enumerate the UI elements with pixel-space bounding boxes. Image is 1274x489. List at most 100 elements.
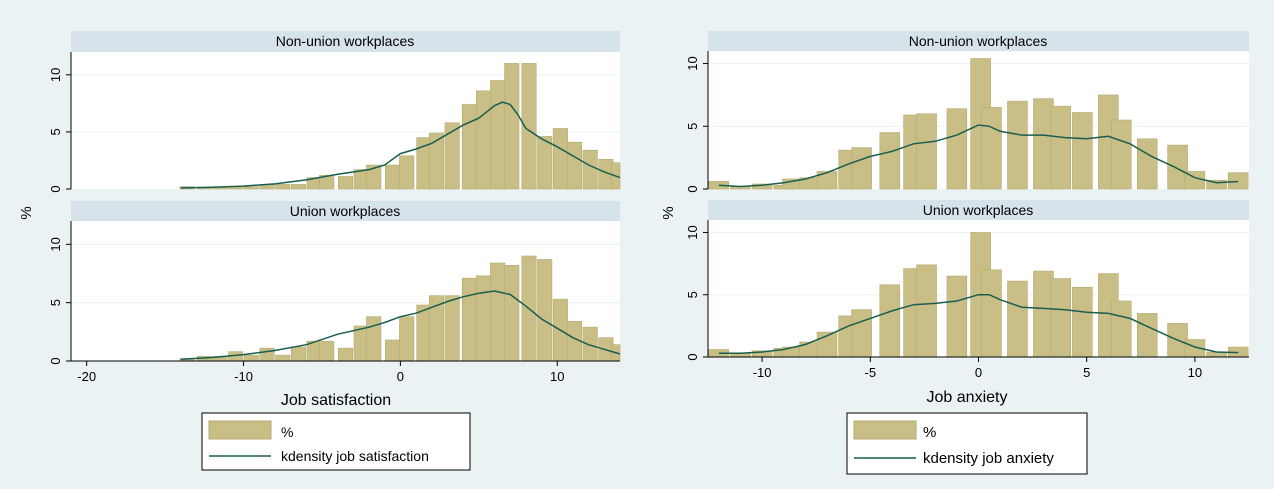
histogram-bar xyxy=(319,175,335,190)
histogram-bar xyxy=(916,113,937,190)
job-anxiety-figure: Non-union workplaces 0 5 10 Union workplac… xyxy=(660,31,1249,475)
histogram-bar xyxy=(444,295,460,362)
panel-title: Union workplaces xyxy=(923,202,1034,218)
histogram-bar xyxy=(521,63,537,190)
x-tick-label: -10 xyxy=(234,369,253,384)
histogram-bar xyxy=(582,149,598,190)
histogram-bar xyxy=(981,107,1002,190)
legend: % kdensity job anxiety xyxy=(846,412,1088,475)
y-tick-label: 10 xyxy=(48,68,63,82)
histogram-bar xyxy=(879,132,901,190)
histogram-bar xyxy=(1050,278,1071,358)
y-axis-ticks: 0 5 10 xyxy=(48,68,71,193)
x-axis-ticks: -10 -5 0 5 10 xyxy=(753,357,1202,380)
x-tick-label: 5 xyxy=(1083,365,1090,380)
histogram-bar xyxy=(1072,112,1093,190)
histogram-bar xyxy=(946,275,968,358)
union-panel: Union workplaces 0 5 10 xyxy=(685,200,1249,361)
histogram-bar xyxy=(566,141,583,190)
histogram-bar xyxy=(981,269,1002,358)
histogram-bar xyxy=(504,265,520,362)
panel-strip xyxy=(708,200,1249,220)
histogram-bar xyxy=(537,136,553,190)
panel-title: Non-union workplaces xyxy=(276,33,415,49)
legend-label-bars: % xyxy=(923,424,936,441)
panel-strip xyxy=(71,31,620,52)
histogram-bar xyxy=(243,354,259,362)
x-tick-label: 0 xyxy=(975,365,982,380)
histogram-bar xyxy=(1033,98,1054,190)
histogram-bar xyxy=(428,132,444,190)
y-tick-label: 5 xyxy=(48,128,63,135)
histogram-bar xyxy=(290,184,306,190)
panel-strip xyxy=(71,201,620,221)
y-axis-ticks: 0 5 10 xyxy=(685,56,708,193)
histogram-bar xyxy=(243,186,259,190)
bar-swatch-icon xyxy=(208,420,272,440)
density-line xyxy=(180,290,621,361)
y-axis-ticks: 0 5 10 xyxy=(685,225,708,361)
y-axis-ticks: 0 5 10 xyxy=(48,237,71,365)
histogram-bar xyxy=(1227,172,1249,190)
panel-title: Non-union workplaces xyxy=(909,33,1048,49)
legend-label-bars: % xyxy=(281,424,293,440)
histogram-bar xyxy=(1206,179,1227,190)
bar-swatch-icon xyxy=(853,420,917,440)
histogram-bar xyxy=(399,155,415,190)
x-tick-label: -10 xyxy=(753,365,772,380)
legend-label-density: kdensity job anxiety xyxy=(923,450,1054,467)
y-axis-label: % xyxy=(660,206,677,219)
histogram-bar xyxy=(337,176,354,190)
histogram-bars xyxy=(708,232,1249,358)
histogram-bar xyxy=(1007,100,1028,190)
histogram-bar xyxy=(319,340,335,362)
x-axis-label: Job satisfaction xyxy=(281,392,391,409)
histogram-bar xyxy=(461,277,477,362)
histogram-bar xyxy=(444,122,460,190)
histogram-bar xyxy=(916,264,937,358)
union-panel: Union workplaces 0 5 10 xyxy=(48,201,621,365)
x-axis-label: Job anxiety xyxy=(927,389,1008,406)
job-satisfaction-figure: Non-union workplaces 0 5 10 Union workplac… xyxy=(18,31,621,471)
y-tick-label: 5 xyxy=(48,299,63,306)
non-union-panel: Non-union workplaces 0 5 10 xyxy=(48,31,621,193)
histogram-bar xyxy=(1111,119,1132,190)
histogram-bar xyxy=(552,128,568,190)
histogram-bar xyxy=(275,184,291,190)
y-tick-label: 10 xyxy=(685,225,700,239)
histogram-bar xyxy=(1167,144,1188,190)
histogram-bar xyxy=(385,339,401,362)
histogram-bars xyxy=(708,58,1249,190)
histogram-bar xyxy=(366,164,382,190)
y-tick-label: 0 xyxy=(685,353,700,360)
histogram-bar xyxy=(490,80,506,190)
histogram-bar xyxy=(476,90,492,190)
histogram-bar xyxy=(851,309,872,358)
x-axis-ticks: -20 -10 0 10 xyxy=(77,361,564,384)
x-tick-label: 10 xyxy=(1188,365,1202,380)
x-tick-label: 10 xyxy=(550,369,564,384)
histogram-bar xyxy=(1111,300,1132,358)
histogram-bar xyxy=(537,259,553,362)
y-tick-label: 10 xyxy=(685,56,700,70)
histogram-bar xyxy=(1137,313,1158,358)
histogram-bar xyxy=(879,284,901,358)
histogram-bars xyxy=(179,255,621,362)
legend: % kdensity job satisfaction xyxy=(201,412,471,471)
panel-title: Union workplaces xyxy=(290,203,401,219)
histogram-bar xyxy=(490,262,506,362)
panel-strip xyxy=(708,31,1249,51)
x-tick-label: 0 xyxy=(397,369,404,384)
histogram-bar xyxy=(816,171,838,190)
histogram-bar xyxy=(1072,286,1093,358)
histogram-bar xyxy=(946,108,968,190)
x-tick-label: -20 xyxy=(77,369,96,384)
y-tick-label: 10 xyxy=(48,237,63,251)
histogram-bar xyxy=(799,341,820,358)
histogram-bar xyxy=(259,347,275,362)
y-tick-label: 0 xyxy=(685,185,700,192)
y-tick-label: 0 xyxy=(48,357,63,364)
density-line xyxy=(718,293,1239,355)
histogram-bar xyxy=(275,354,291,362)
